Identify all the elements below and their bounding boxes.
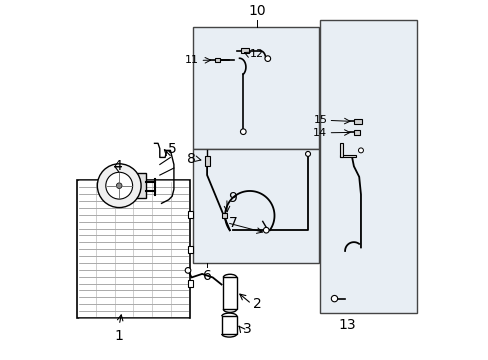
Bar xyxy=(77,180,189,318)
Circle shape xyxy=(264,56,270,62)
Text: 1: 1 xyxy=(115,329,123,343)
Bar xyxy=(188,211,193,218)
Circle shape xyxy=(116,183,122,189)
Bar xyxy=(339,155,355,157)
Circle shape xyxy=(97,164,141,208)
Circle shape xyxy=(185,267,190,273)
Bar xyxy=(214,58,220,62)
Text: 2: 2 xyxy=(253,297,262,311)
Text: 10: 10 xyxy=(247,4,265,18)
Text: 11: 11 xyxy=(185,55,199,66)
Circle shape xyxy=(105,172,132,199)
Bar xyxy=(221,213,227,218)
Bar xyxy=(193,149,318,263)
Circle shape xyxy=(263,228,268,233)
Bar xyxy=(221,316,236,334)
Bar xyxy=(353,130,360,135)
Circle shape xyxy=(305,152,310,156)
Bar xyxy=(353,119,361,124)
Bar xyxy=(204,156,209,166)
Text: 9: 9 xyxy=(228,191,237,205)
Bar xyxy=(188,246,193,253)
Bar xyxy=(241,48,248,53)
Bar xyxy=(119,173,145,198)
Text: 5: 5 xyxy=(167,142,176,156)
Bar xyxy=(193,27,318,149)
Bar xyxy=(188,280,193,287)
Bar xyxy=(339,143,342,157)
Bar xyxy=(320,20,417,313)
Circle shape xyxy=(240,129,245,135)
Text: 3: 3 xyxy=(242,321,251,336)
Text: 15: 15 xyxy=(313,116,327,125)
Circle shape xyxy=(358,148,363,153)
Circle shape xyxy=(331,296,337,302)
Text: 8: 8 xyxy=(186,152,195,166)
Text: 4: 4 xyxy=(113,159,122,173)
Bar xyxy=(223,278,236,309)
Text: 7: 7 xyxy=(228,216,237,230)
Text: 12: 12 xyxy=(249,49,264,59)
Text: 13: 13 xyxy=(337,318,355,332)
Text: 14: 14 xyxy=(313,128,327,138)
Text: 6: 6 xyxy=(203,269,211,283)
